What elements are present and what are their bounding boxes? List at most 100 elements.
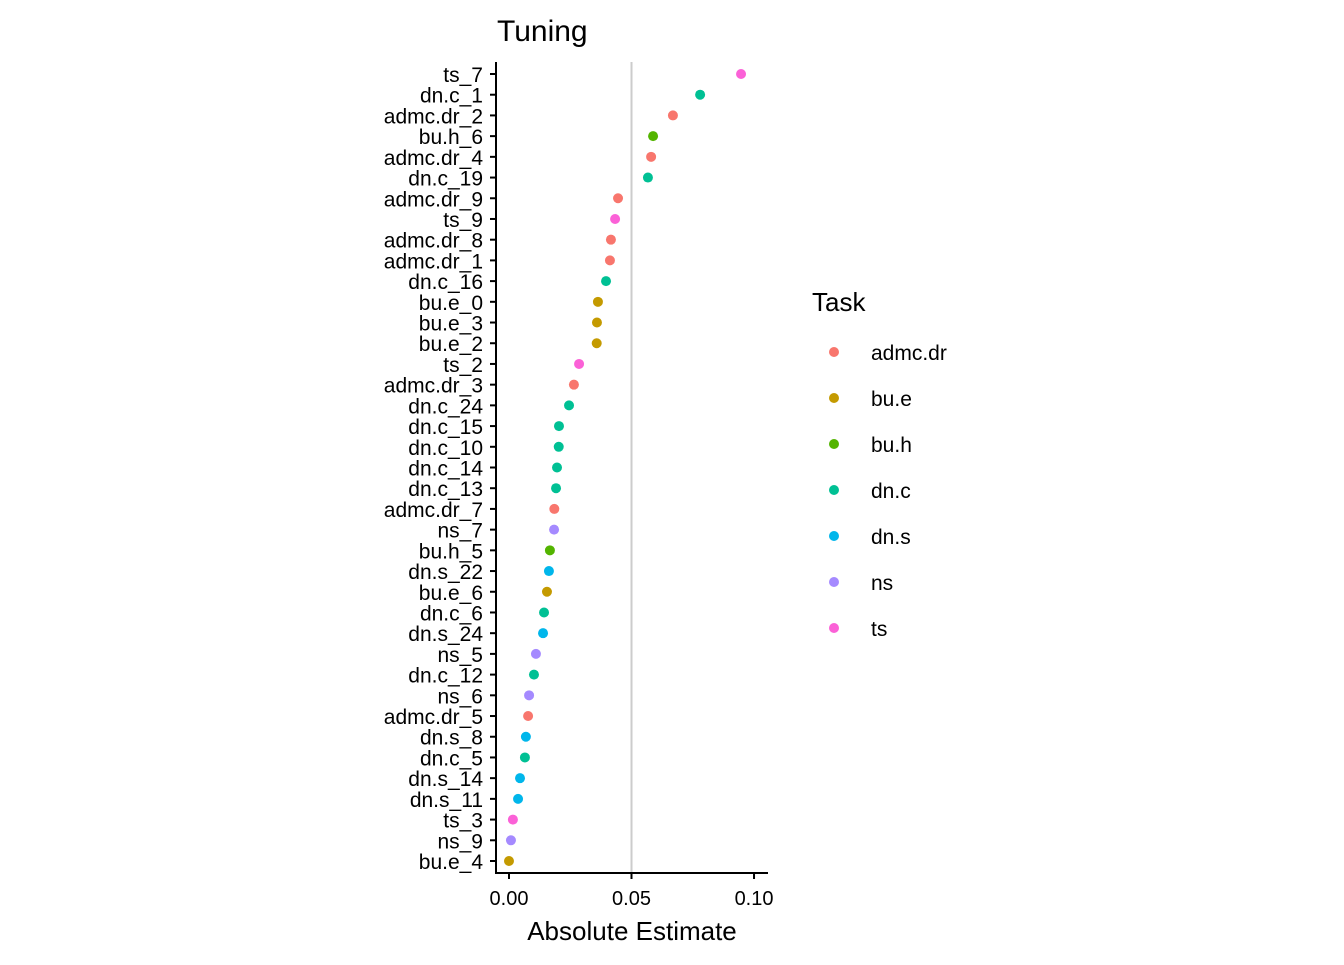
legend-key-ns <box>829 577 839 587</box>
y-tick-label: dn.c_6 <box>420 602 483 625</box>
x-tick-label: 0.00 <box>490 888 529 910</box>
data-point-dn.c_10 <box>553 441 564 452</box>
data-point-dn.c_12 <box>528 669 539 680</box>
legend-key-bu.e <box>829 393 839 403</box>
data-point-dn.c_19 <box>642 172 653 183</box>
y-tick-label: ts_3 <box>443 810 483 833</box>
y-tick-label: dn.c_12 <box>408 665 483 688</box>
y-tick-label: admc.dr_3 <box>384 375 483 398</box>
y-tick-label: bu.h_5 <box>419 540 483 563</box>
y-tick-label: ns_6 <box>437 685 483 708</box>
y-tick-label: admc.dr_4 <box>384 147 484 170</box>
y-tick-label: dn.s_14 <box>408 768 483 791</box>
y-tick-label: dn.s_11 <box>410 789 483 812</box>
data-point-admc.dr_1 <box>604 255 615 266</box>
data-point-bu.e_2 <box>591 338 602 349</box>
data-point-dn.c_14 <box>552 462 563 473</box>
legend-key-bu.h <box>829 439 839 449</box>
data-point-bu.e_6 <box>541 586 552 597</box>
y-tick-label: admc.dr_9 <box>384 188 483 211</box>
data-point-dn.s_11 <box>513 793 524 804</box>
legend-key-dn.c <box>829 485 839 495</box>
y-tick-label: dn.s_8 <box>420 727 483 750</box>
y-tick-label: dn.c_1 <box>420 85 483 108</box>
y-tick-label: dn.s_22 <box>408 561 483 584</box>
y-tick-label: ts_9 <box>443 209 483 232</box>
data-point-ns_6 <box>524 690 535 701</box>
data-point-dn.s_24 <box>538 628 549 639</box>
legend-label: dn.s <box>871 526 911 549</box>
legend-label: ns <box>871 572 893 595</box>
data-point-admc.dr_7 <box>549 503 560 514</box>
y-tick-label: dn.c_13 <box>408 478 483 501</box>
legend-label: dn.c <box>871 480 911 503</box>
data-point-dn.s_22 <box>543 566 554 577</box>
y-tick-label: dn.c_5 <box>420 747 483 770</box>
data-point-dn.c_13 <box>551 483 562 494</box>
y-tick-label: ns_9 <box>437 830 483 853</box>
data-point-dn.c_24 <box>564 400 575 411</box>
data-point-bu.h_5 <box>544 545 555 556</box>
y-tick-label: bu.e_3 <box>419 313 483 336</box>
data-point-bu.e_4 <box>503 856 514 866</box>
legend-label: bu.h <box>871 434 912 457</box>
y-tick-label: bu.h_6 <box>419 126 483 149</box>
data-point-bu.h_6 <box>648 131 659 142</box>
y-tick-label: dn.c_14 <box>408 458 483 481</box>
data-point-admc.dr_5 <box>523 711 534 722</box>
data-point-ns_9 <box>505 835 516 846</box>
y-tick-label: admc.dr_1 <box>384 250 483 273</box>
data-point-ts_3 <box>507 814 518 825</box>
data-point-admc.dr_2 <box>667 110 678 121</box>
data-point-dn.c_15 <box>553 421 564 432</box>
data-point-admc.dr_3 <box>568 379 579 390</box>
data-point-ts_2 <box>574 358 585 369</box>
data-point-dn.c_1 <box>695 89 706 100</box>
plot-area: 0.00 0.05 0.10 ts_7dn.c_1admc.dr_2bu.h_6adm… <box>384 62 774 910</box>
data-point-dn.c_6 <box>539 607 550 618</box>
y-tick-label: dn.c_24 <box>408 395 483 418</box>
x-tick-label: 0.10 <box>735 888 774 910</box>
y-tick-label: bu.e_0 <box>419 292 483 315</box>
y-tick-label: dn.c_10 <box>408 437 483 460</box>
legend-label: ts <box>871 618 887 641</box>
legend-key-dn.s <box>829 531 839 541</box>
y-tick-label: ns_5 <box>437 644 483 667</box>
chart-title: Tuning <box>497 15 588 48</box>
data-point-bu.e_3 <box>591 317 602 328</box>
data-point-admc.dr_4 <box>646 151 657 162</box>
legend-title: Task <box>812 287 866 317</box>
data-point-dn.c_5 <box>519 752 530 763</box>
y-tick-label: admc.dr_8 <box>384 230 483 253</box>
x-axis-label: Absolute Estimate <box>527 916 737 946</box>
legend-key-admc.dr <box>829 347 839 357</box>
y-tick-label: dn.c_19 <box>408 168 483 191</box>
y-tick-label: dn.c_15 <box>408 416 483 439</box>
data-point-admc.dr_9 <box>613 193 624 204</box>
y-tick-label: admc.dr_5 <box>384 706 483 729</box>
y-tick-label: dn.s_24 <box>408 623 483 646</box>
data-point-ts_7 <box>736 69 747 79</box>
legend-label: bu.e <box>871 388 912 411</box>
legend: Task admc.dr bu.e bu.h dn.c dn.s ns ts <box>812 287 947 641</box>
data-point-admc.dr_8 <box>605 234 616 245</box>
y-tick-label: ns_7 <box>437 520 483 543</box>
y-tick-label: bu.e_6 <box>419 582 483 605</box>
y-tick-label: admc.dr_7 <box>384 499 483 522</box>
y-tick-label: admc.dr_2 <box>384 105 483 128</box>
data-point-bu.e_0 <box>592 296 603 307</box>
data-point-dn.s_14 <box>515 773 526 784</box>
y-tick-label: ts_7 <box>443 64 483 87</box>
y-tick-label: bu.e_4 <box>419 851 484 874</box>
data-point-dn.c_16 <box>601 276 612 287</box>
y-tick-label: bu.e_2 <box>419 333 483 356</box>
data-point-dn.s_8 <box>520 731 531 742</box>
x-tick-label: 0.05 <box>612 888 651 910</box>
data-point-ns_5 <box>530 648 541 659</box>
legend-label: admc.dr <box>871 342 947 365</box>
legend-key-ts <box>829 623 839 633</box>
y-tick-label: ts_2 <box>443 354 483 377</box>
data-point-ts_9 <box>610 213 621 224</box>
y-tick-label: dn.c_16 <box>408 271 483 294</box>
